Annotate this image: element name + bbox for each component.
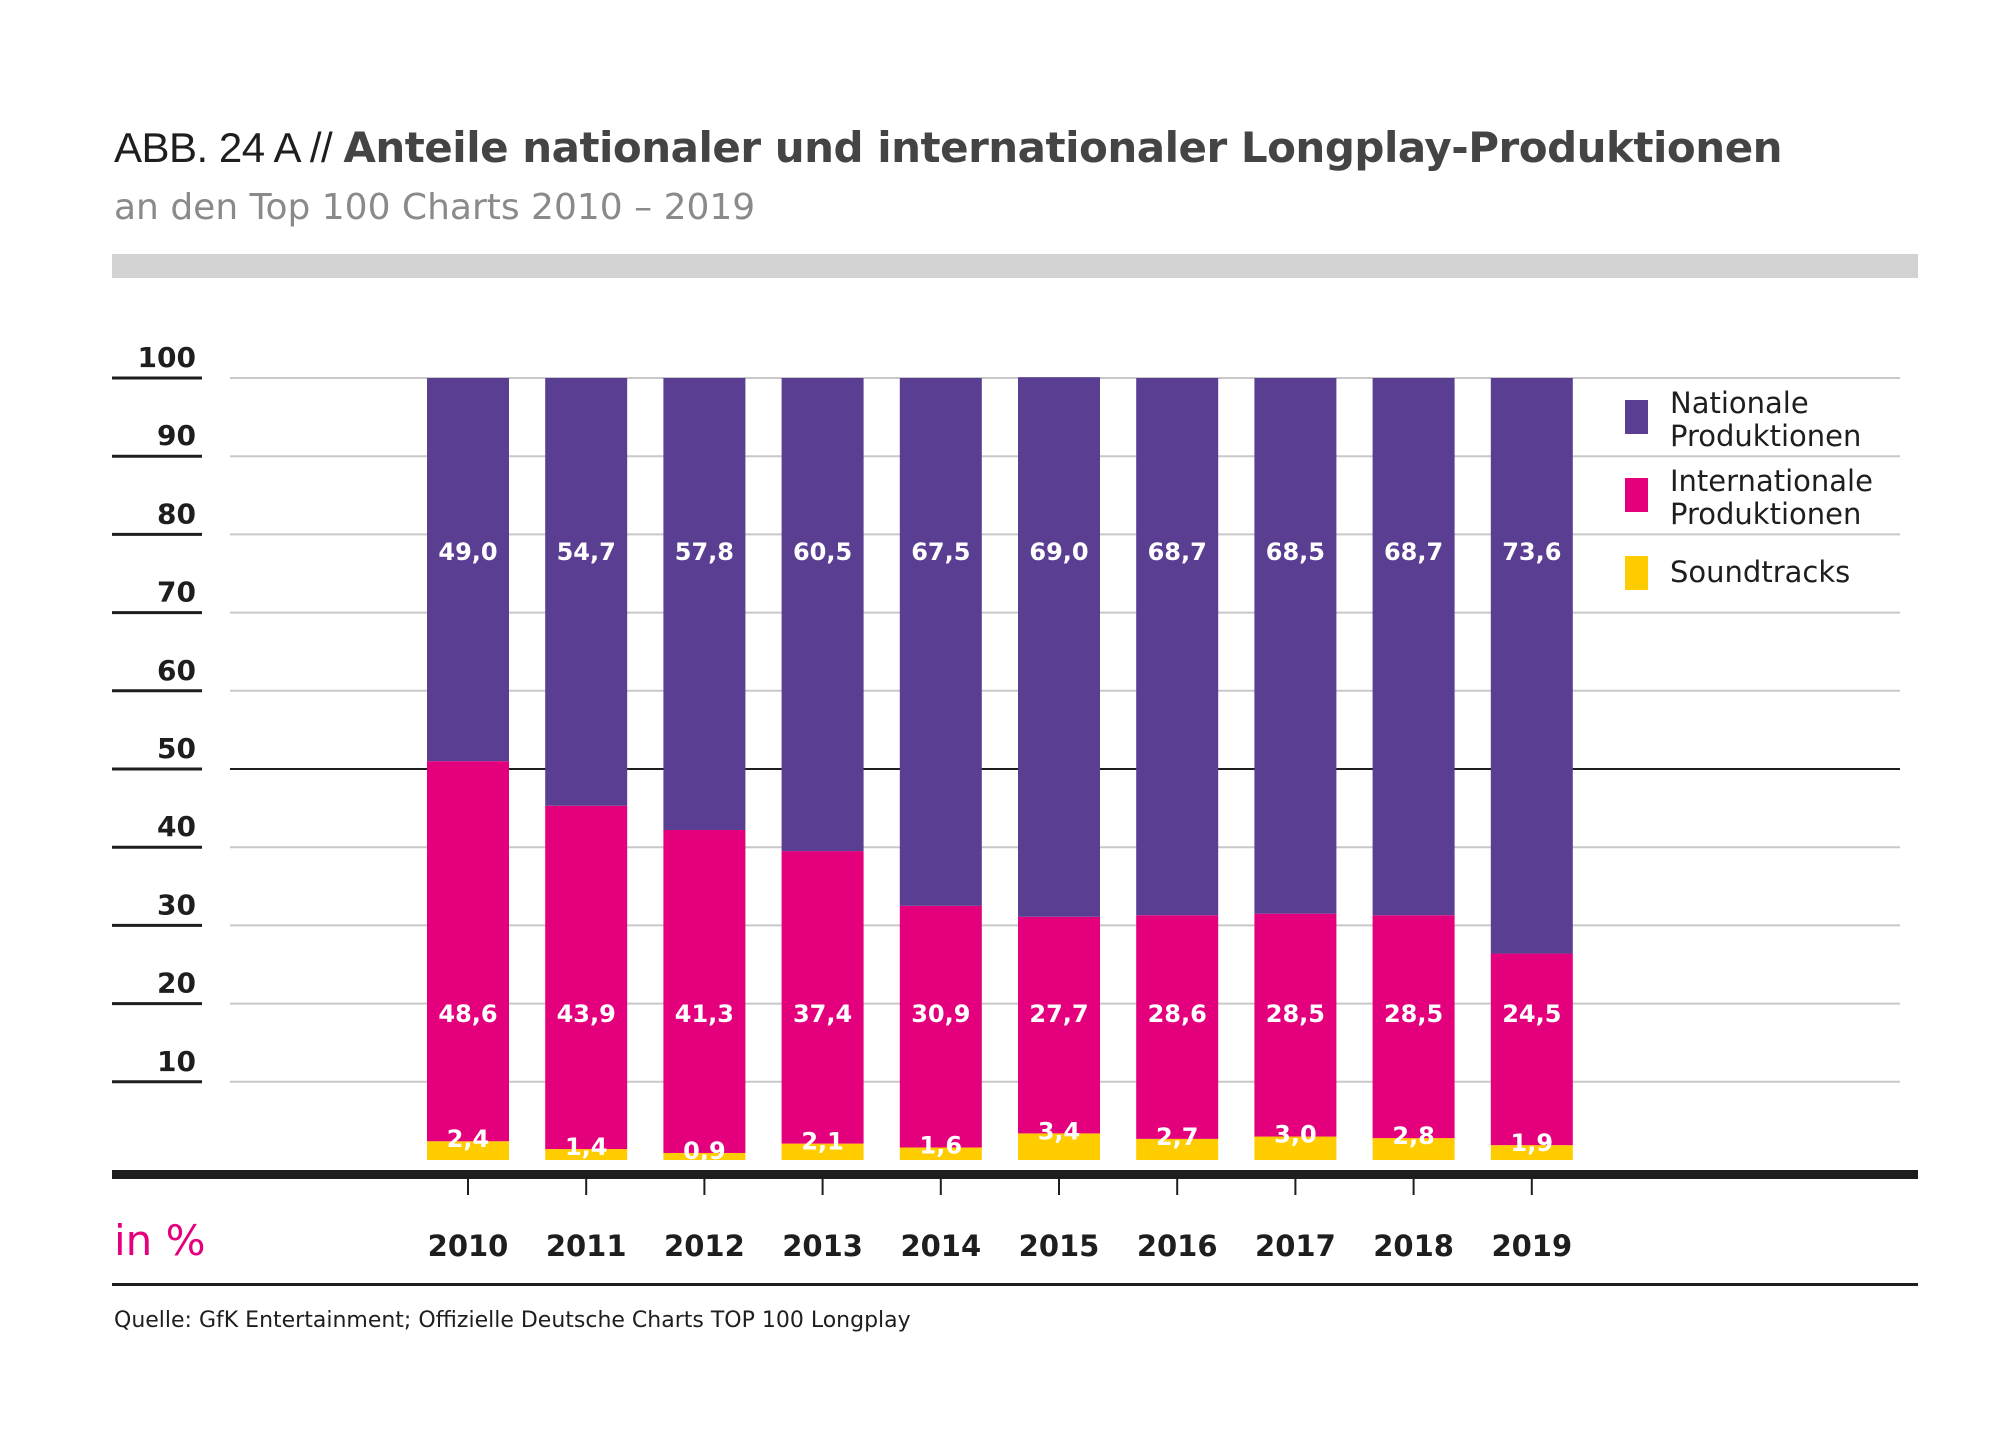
bar-segment-2016-soundtracks	[1136, 1138, 1219, 1160]
data-label-national-2017: 68,5	[1266, 538, 1325, 566]
bar-segment-2016-national	[1136, 378, 1219, 916]
data-label-international-2016: 28,6	[1148, 1000, 1207, 1028]
legend-label-2-line-2: Produktionen	[1670, 497, 1861, 531]
bar-segment-2011-national	[545, 378, 628, 806]
ytick-label-40: 40	[157, 810, 196, 843]
unit-label: in %	[114, 1216, 206, 1265]
bar-segment-2018-national	[1372, 378, 1455, 916]
title-divider-bar	[112, 254, 1918, 278]
bar-segment-2015-international	[1018, 916, 1100, 1134]
data-label-soundtracks-2016: 2,7	[1156, 1123, 1199, 1151]
ytick-label-20: 20	[157, 967, 196, 1000]
bar-segment-2014-international	[899, 905, 982, 1148]
legend-label-1-line-1: Nationale	[1670, 386, 1809, 420]
xtick-label-2018: 2018	[1373, 1229, 1454, 1263]
chart-subtitle: an den Top 100 Charts 2010 – 2019	[114, 187, 756, 228]
data-label-national-2014: 67,5	[911, 538, 970, 566]
data-label-national-2013: 60,5	[793, 538, 852, 566]
data-label-international-2018: 28,5	[1384, 1000, 1443, 1028]
xtick-label-2013: 2013	[782, 1229, 863, 1263]
xtick-label-2016: 2016	[1137, 1229, 1218, 1263]
data-label-national-2012: 57,8	[675, 538, 734, 566]
ytick-label-60: 60	[157, 654, 196, 687]
ytick-label-70: 70	[157, 576, 196, 609]
bar-segment-2019-national	[1490, 378, 1573, 954]
bar-segment-2019-soundtracks	[1490, 1145, 1573, 1160]
bar-segment-2013-soundtracks	[781, 1143, 864, 1160]
data-label-international-2011: 43,9	[557, 1000, 616, 1028]
bar-segment-2010-international	[427, 761, 509, 1142]
data-label-national-2011: 54,7	[557, 538, 616, 566]
bar-segment-2017-soundtracks	[1254, 1136, 1337, 1160]
ytick-label-100: 100	[138, 341, 196, 374]
bar-segment-2013-international	[781, 851, 864, 1144]
xtick-label-2010: 2010	[428, 1229, 509, 1263]
xtick-label-2019: 2019	[1491, 1229, 1572, 1263]
data-label-national-2015: 69,0	[1029, 538, 1088, 566]
legend-swatch-2	[1625, 478, 1648, 512]
figure-number: ABB. 24 A //	[114, 124, 344, 171]
data-label-soundtracks-2012: 0,9	[683, 1137, 726, 1165]
bottom-rule	[112, 1283, 1918, 1286]
data-label-soundtracks-2010: 2,4	[447, 1125, 490, 1153]
bar-segment-2015-soundtracks	[1018, 1133, 1100, 1160]
data-label-national-2010: 49,0	[438, 538, 497, 566]
data-label-soundtracks-2015: 3,4	[1038, 1117, 1081, 1145]
x-axis-baseline	[112, 1170, 1918, 1179]
data-label-international-2019: 24,5	[1502, 1000, 1561, 1028]
bar-segment-2011-soundtracks	[545, 1149, 628, 1160]
legend-label-3-line-1: Soundtracks	[1670, 555, 1850, 589]
bar-segment-2014-national	[899, 378, 982, 906]
legend-label-2-line-1: Internationale	[1670, 464, 1873, 498]
bar-segment-2017-international	[1254, 913, 1337, 1137]
xtick-label-2017: 2017	[1255, 1229, 1336, 1263]
data-label-international-2017: 28,5	[1266, 1000, 1325, 1028]
xtick-label-2012: 2012	[664, 1229, 745, 1263]
data-label-national-2016: 68,7	[1148, 538, 1207, 566]
ytick-label-90: 90	[157, 419, 196, 452]
data-label-international-2013: 37,4	[793, 1000, 852, 1028]
xtick-label-2015: 2015	[1019, 1229, 1100, 1263]
bar-segment-2017-national	[1254, 378, 1337, 914]
data-label-international-2014: 30,9	[911, 1000, 970, 1028]
bar-segment-2018-international	[1372, 915, 1455, 1139]
data-label-soundtracks-2013: 2,1	[801, 1128, 844, 1156]
bar-segment-2018-soundtracks	[1372, 1138, 1455, 1160]
ytick-label-30: 30	[157, 888, 196, 921]
bar-segment-2019-international	[1490, 953, 1573, 1146]
legend-swatch-3	[1625, 556, 1648, 590]
legend-swatch-1	[1625, 400, 1648, 434]
legend-label-1-line-2: Produktionen	[1670, 419, 1861, 453]
data-label-soundtracks-2014: 1,6	[920, 1131, 963, 1159]
bar-segment-2012-international	[663, 829, 746, 1153]
ytick-label-50: 50	[157, 732, 196, 765]
bar-segment-2016-international	[1136, 915, 1219, 1139]
data-label-soundtracks-2011: 1,4	[565, 1133, 608, 1161]
data-label-international-2012: 41,3	[675, 1000, 734, 1028]
data-label-soundtracks-2017: 3,0	[1274, 1121, 1317, 1149]
xtick-label-2011: 2011	[546, 1229, 627, 1263]
bar-segment-2010-soundtracks	[427, 1141, 509, 1160]
chart-title: ABB. 24 A // Anteile nationaler und inte…	[114, 123, 1783, 172]
title-text: Anteile nationaler und internationaler L…	[343, 123, 1783, 172]
bar-segment-2014-soundtracks	[899, 1147, 982, 1160]
ytick-label-10: 10	[157, 1045, 196, 1078]
data-label-national-2018: 68,7	[1384, 538, 1443, 566]
data-label-international-2015: 27,7	[1029, 1000, 1088, 1028]
data-label-soundtracks-2018: 2,8	[1392, 1122, 1435, 1150]
data-label-soundtracks-2019: 1,9	[1511, 1129, 1554, 1157]
xtick-label-2014: 2014	[900, 1229, 981, 1263]
bar-segment-2012-national	[663, 378, 746, 830]
bar-segment-2012-soundtracks	[663, 1152, 746, 1160]
data-label-international-2010: 48,6	[438, 1000, 497, 1028]
bar-segment-2013-national	[781, 378, 864, 852]
ytick-label-80: 80	[157, 497, 196, 530]
bar-segment-2010-national	[427, 378, 509, 762]
data-label-national-2019: 73,6	[1502, 538, 1561, 566]
bar-segment-2011-international	[545, 805, 628, 1150]
source-note: Quelle: GfK Entertainment; Offizielle De…	[114, 1308, 911, 1333]
bar-segment-2015-national	[1018, 377, 1100, 917]
